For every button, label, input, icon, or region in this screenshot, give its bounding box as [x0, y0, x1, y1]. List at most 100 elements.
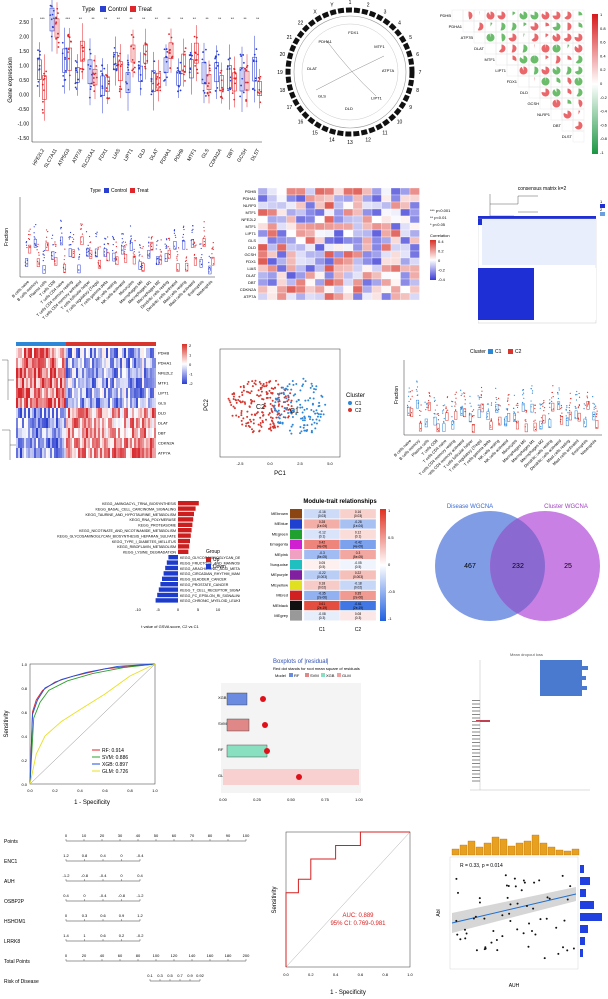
box — [113, 51, 118, 71]
heatmap-cell — [116, 448, 118, 458]
data-point — [477, 404, 479, 406]
heatmap-cell — [70, 348, 72, 358]
data-point — [155, 248, 157, 250]
centroid-c2: C2 — [256, 404, 265, 411]
data-point — [257, 389, 260, 392]
heatmap-cell — [94, 358, 96, 368]
correlation-cell — [390, 201, 401, 210]
scale-label: -1 — [600, 150, 604, 155]
heatmap-cell — [148, 348, 150, 358]
data-point — [194, 245, 196, 247]
x-tick-label: 5 — [197, 607, 200, 612]
heatmap-cell — [60, 428, 62, 438]
correlation-cell — [409, 222, 420, 231]
data-point — [318, 419, 321, 422]
x-tick-label: 0.4 — [77, 788, 83, 793]
heatmap-cell — [36, 378, 38, 388]
data-point — [534, 407, 536, 410]
histogram-bar — [539, 842, 548, 856]
data-point — [290, 388, 293, 391]
data-point — [410, 406, 412, 408]
heatmap-cell — [16, 428, 18, 438]
correlation-cell — [381, 208, 392, 217]
data-point — [177, 247, 180, 249]
heatmap-cell — [52, 378, 54, 388]
histogram-bar — [571, 848, 580, 856]
module-trait-cell — [339, 549, 377, 560]
data-point — [496, 410, 498, 412]
correlation-cell — [257, 229, 268, 238]
data-point — [270, 429, 273, 432]
box — [42, 265, 46, 274]
box — [257, 81, 262, 96]
heatmap-cell — [68, 388, 70, 398]
y-tick-label: 2.00 — [19, 35, 29, 41]
data-point — [242, 389, 245, 392]
data-point — [270, 391, 273, 394]
data-point — [208, 266, 210, 269]
data-point — [310, 423, 313, 426]
heatmap-cell — [52, 448, 54, 458]
data-point — [163, 48, 166, 51]
correlation-cell — [362, 264, 373, 273]
histogram-bar — [580, 889, 586, 897]
correlation-cell — [295, 187, 306, 196]
data-point — [455, 919, 458, 922]
data-point — [524, 409, 526, 411]
correlation-value: -0.05 — [354, 561, 361, 565]
nomogram-tick-label: 60 — [172, 833, 177, 838]
data-point — [126, 82, 128, 85]
heatmap-cell — [32, 388, 34, 398]
data-point — [99, 246, 101, 248]
data-point — [291, 416, 294, 419]
heatmap-cell — [128, 448, 130, 458]
data-point — [262, 382, 265, 385]
heatmap-cell — [20, 438, 22, 448]
data-point — [188, 54, 191, 56]
correlation-pie — [552, 11, 561, 20]
p-value: (4e-09) — [353, 545, 363, 549]
data-point — [570, 398, 572, 400]
data-point — [231, 92, 234, 95]
data-point — [429, 395, 431, 397]
heatmap-cell — [112, 368, 114, 378]
heatmap-cell — [82, 438, 84, 448]
data-point — [595, 405, 597, 407]
data-point — [507, 397, 509, 399]
heatmap-cell — [16, 448, 18, 458]
data-point — [205, 48, 207, 51]
data-point — [596, 412, 598, 414]
data-point — [534, 933, 537, 936]
data-point — [25, 241, 28, 243]
data-point — [80, 223, 82, 225]
heatmap-cell — [80, 448, 82, 458]
heatmap-cell — [82, 348, 84, 358]
correlation-cell — [286, 208, 297, 217]
data-point — [538, 879, 541, 882]
heatmap-cell — [72, 418, 74, 428]
correlation-cell — [324, 292, 335, 301]
data-point — [74, 59, 77, 62]
data-point — [445, 407, 447, 409]
box — [49, 7, 55, 32]
box — [132, 255, 136, 265]
y-tick-label: 1.0 — [21, 662, 27, 667]
heatmap-cell — [118, 408, 120, 418]
heatmap-cell — [96, 388, 98, 398]
correlation-pie — [512, 11, 516, 16]
correlation-cell — [257, 215, 268, 224]
data-point — [78, 249, 80, 251]
box — [557, 401, 561, 410]
box — [28, 244, 32, 254]
data-point — [287, 408, 290, 411]
heatmap-cell — [144, 428, 146, 438]
data-point — [283, 396, 286, 399]
correlation-cell — [333, 285, 344, 294]
box — [87, 59, 93, 85]
correlation-cell — [343, 208, 354, 217]
box — [433, 416, 437, 426]
correlation-cell — [343, 201, 354, 210]
heatmap-cell — [40, 358, 42, 368]
chromosome-label: 20 — [280, 52, 286, 58]
data-point — [285, 387, 288, 390]
